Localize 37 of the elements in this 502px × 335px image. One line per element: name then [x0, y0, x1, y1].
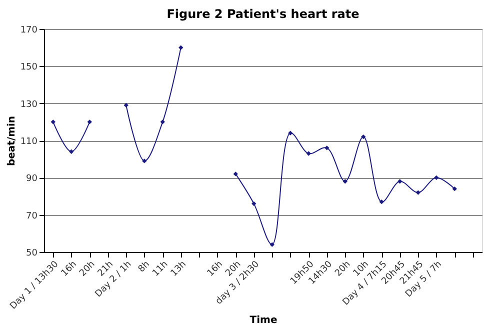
point [452, 186, 457, 192]
x-tick-label: 8h [136, 260, 152, 275]
x-tick-label: 11h [150, 260, 170, 279]
point [252, 201, 256, 206]
y-tick-label: 130 [20, 100, 38, 110]
point [50, 120, 56, 124]
point [124, 102, 128, 108]
x-tick-label: 16h [206, 260, 225, 279]
point [434, 175, 439, 180]
point [342, 179, 348, 184]
point [87, 120, 92, 124]
y-tick-label: 70 [26, 211, 38, 222]
chart-title: Figure 2 Patient's heart rate [166, 7, 360, 21]
point [178, 45, 184, 50]
y-axis-title: beat/min [6, 116, 18, 166]
x-tick-label: 13h [169, 260, 188, 279]
y-tick-label: 90 [26, 174, 38, 184]
x-tick-label: 16h [60, 260, 79, 279]
point [416, 190, 420, 195]
point [142, 158, 147, 164]
point [270, 242, 274, 247]
point [160, 120, 165, 124]
x-axis-title: Time [250, 314, 278, 326]
y-tick-label: 50 [26, 248, 38, 258]
y-tick-label: 170 [20, 26, 38, 36]
point [288, 130, 293, 136]
point [69, 149, 74, 154]
point [379, 199, 384, 204]
point [306, 151, 311, 156]
y-tick-label: 110 [20, 137, 38, 147]
x-tick-label: 20h [333, 260, 353, 279]
point [398, 179, 402, 184]
y-tick-label: 150 [20, 62, 38, 73]
point [361, 134, 366, 140]
x-tick-label: 20h [78, 260, 98, 279]
point [233, 172, 238, 176]
point [324, 146, 330, 150]
